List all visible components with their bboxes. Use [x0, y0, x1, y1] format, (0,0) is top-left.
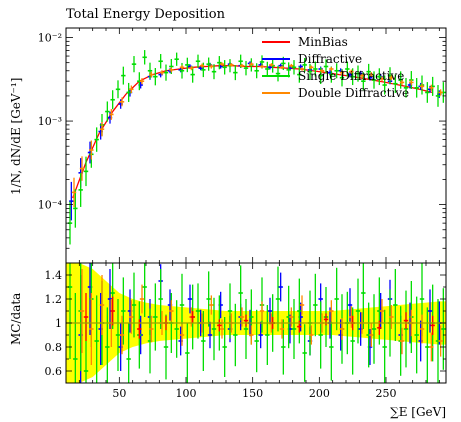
x-tick-label: 100	[176, 387, 197, 400]
y-tick-label: 10⁻⁴	[38, 199, 63, 212]
x-axis-label: ∑E [GeV]	[390, 405, 446, 419]
x-tick-label: 150	[242, 387, 263, 400]
ratio-y-axis-label: MC/data	[9, 293, 23, 345]
ratio-y-tick-label: 0.6	[45, 365, 63, 378]
minbias-line-segment	[112, 93, 127, 112]
legend-entry-label: Single Diffractive	[298, 69, 404, 83]
chart-title: Total Energy Deposition	[66, 7, 226, 22]
ratio-panel: 0.6 0.8 1 1.2 1.4 50 100 150 200 250	[45, 262, 447, 400]
ratio-y-ticks: 0.6 0.8 1 1.2 1.4	[45, 262, 446, 384]
ratio-y-tick-label: 0.8	[45, 341, 63, 354]
y-axis-label: 1/N, dN/dE [GeV⁻¹]	[9, 78, 23, 195]
x-tick-label: 250	[376, 387, 397, 400]
legend: MinBias Diffractive Single Diffractive Doub…	[262, 35, 409, 100]
ratio-y-tick-label: 1.4	[45, 269, 63, 282]
legend-entry-label: Double Diffractive	[298, 86, 409, 100]
minbias-line-segment	[192, 65, 207, 68]
y-tick-label: 10⁻³	[38, 115, 62, 128]
ratio-y-tick-label: 1.2	[45, 293, 63, 306]
x-tick-label: 200	[309, 387, 330, 400]
y-tick-label: 10⁻²	[38, 32, 62, 45]
main-y-ticks: 10⁻⁴ 10⁻³ 10⁻²	[38, 32, 446, 264]
ratio-y-tick-label: 1	[55, 317, 62, 330]
legend-entry-label: Diffractive	[298, 52, 362, 66]
main-panel: 10⁻⁴ 10⁻³ 10⁻²	[38, 27, 447, 264]
main-x-ticks	[65, 28, 440, 263]
legend-entry-label: MinBias	[298, 35, 348, 49]
x-tick-label: 50	[112, 387, 126, 400]
main-marks	[67, 50, 446, 245]
ratio-x-ticks: 50 100 150 200 250	[65, 263, 440, 400]
